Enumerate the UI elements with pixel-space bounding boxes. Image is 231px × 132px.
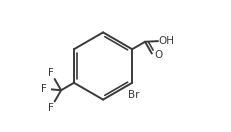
Text: F: F [48, 68, 53, 78]
Text: F: F [48, 103, 54, 113]
Text: OH: OH [158, 36, 174, 46]
Text: Br: Br [128, 90, 139, 100]
Text: O: O [153, 50, 162, 60]
Text: F: F [41, 84, 47, 94]
